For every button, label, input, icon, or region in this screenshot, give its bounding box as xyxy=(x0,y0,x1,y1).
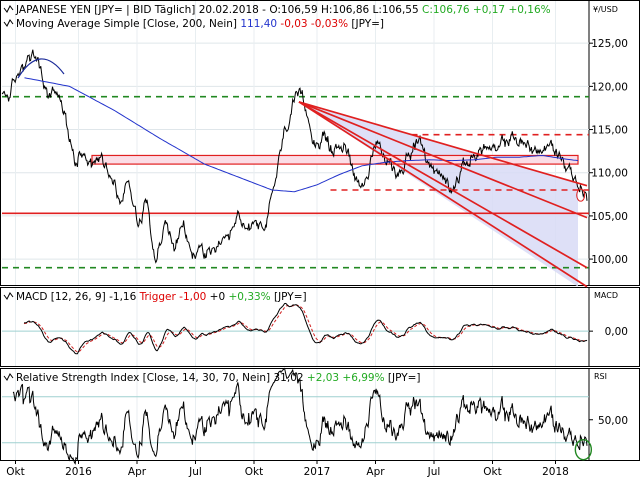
macd-label-part: MACD [12, 26, 9] -1,16 xyxy=(16,291,140,303)
price-tick-label: 120,00 xyxy=(591,81,628,93)
rsi-label: Relative Strength Index [Close, 14, 30, … xyxy=(16,372,421,384)
x-tick-label: Okt xyxy=(6,466,24,478)
top-arc-annotation xyxy=(17,58,65,79)
rsi-axis-label: RSI xyxy=(594,372,607,381)
indicator-line-icon xyxy=(3,5,14,13)
rsi-label-part: [JPY=] xyxy=(385,372,421,384)
x-tick-label: Jul xyxy=(427,466,441,478)
sma-label-part: 111,40 xyxy=(240,18,280,30)
indicator-line-icon xyxy=(3,373,14,381)
x-tick-label: Apr xyxy=(128,466,147,478)
x-tick-label: 2018 xyxy=(542,466,569,478)
trend-line xyxy=(298,101,588,187)
trend-line xyxy=(298,101,588,269)
indicator-line-icon xyxy=(3,19,14,27)
x-tick-label: Okt xyxy=(483,466,501,478)
rsi-line xyxy=(12,367,588,465)
rsi-label-part: Relative Strength Index [Close, 14, 30, … xyxy=(16,372,274,384)
x-tick-label: Apr xyxy=(366,466,385,478)
price-tick-label: 100,00 xyxy=(591,254,628,266)
sma-200-line xyxy=(24,77,579,193)
rsi-tick-label: 50,00 xyxy=(598,415,628,427)
sma-label-part: Moving Average Simple [Close, 200, Nein] xyxy=(16,18,240,30)
macd-zero-label: 0,00 xyxy=(605,326,628,338)
price-line xyxy=(1,49,588,264)
price-tick-label: 110,00 xyxy=(591,168,628,180)
rsi-label-part: +2,03 +6,99% xyxy=(307,372,385,384)
sma-label-part: [JPY=] xyxy=(348,18,384,30)
macd-label-part: +0,33% xyxy=(229,291,271,303)
trend-channel-fill xyxy=(299,101,578,287)
sma-label-part: -0,03 -0,03% xyxy=(280,18,348,30)
price-title-part: C:106,76 +0,17 +0,16% xyxy=(422,4,551,16)
macd-trigger-line xyxy=(23,304,587,353)
price-title: JAPANESE YEN [JPY= | BID Täglich] 20.02.… xyxy=(15,4,551,16)
x-tick-label: 2016 xyxy=(65,466,92,478)
currency-label: ¥/USD xyxy=(593,5,618,14)
x-tick-label: Jul xyxy=(188,466,202,478)
macd-label-part: [JPY=] xyxy=(271,291,307,303)
rsi-label-part: 31,02 xyxy=(274,372,307,384)
trend-line xyxy=(298,101,588,219)
resistance-zone xyxy=(91,154,579,165)
price-marker-circle xyxy=(576,188,586,202)
x-tick-label: Okt xyxy=(245,466,263,478)
x-tick-label: 2017 xyxy=(304,466,331,478)
rsi-marker-circle xyxy=(574,438,593,461)
price-tick-label: 115,00 xyxy=(591,125,628,137)
macd-line xyxy=(23,302,588,355)
macd-label-part: +0 xyxy=(210,291,229,303)
trend-line xyxy=(298,101,588,288)
price-tick-label: 105,00 xyxy=(591,211,628,223)
sma-label: Moving Average Simple [Close, 200, Nein]… xyxy=(16,18,384,30)
indicator-line-icon xyxy=(3,292,14,300)
macd-label: MACD [12, 26, 9] -1,16 Trigger -1,00 +0 … xyxy=(16,291,307,303)
price-tick-label: 125,00 xyxy=(591,38,628,50)
macd-label-part: Trigger -1,00 xyxy=(139,291,210,303)
price-title-part: JAPANESE YEN [JPY= | BID Täglich] 20.02.… xyxy=(15,4,422,16)
macd-axis-label: MACD xyxy=(594,291,618,300)
